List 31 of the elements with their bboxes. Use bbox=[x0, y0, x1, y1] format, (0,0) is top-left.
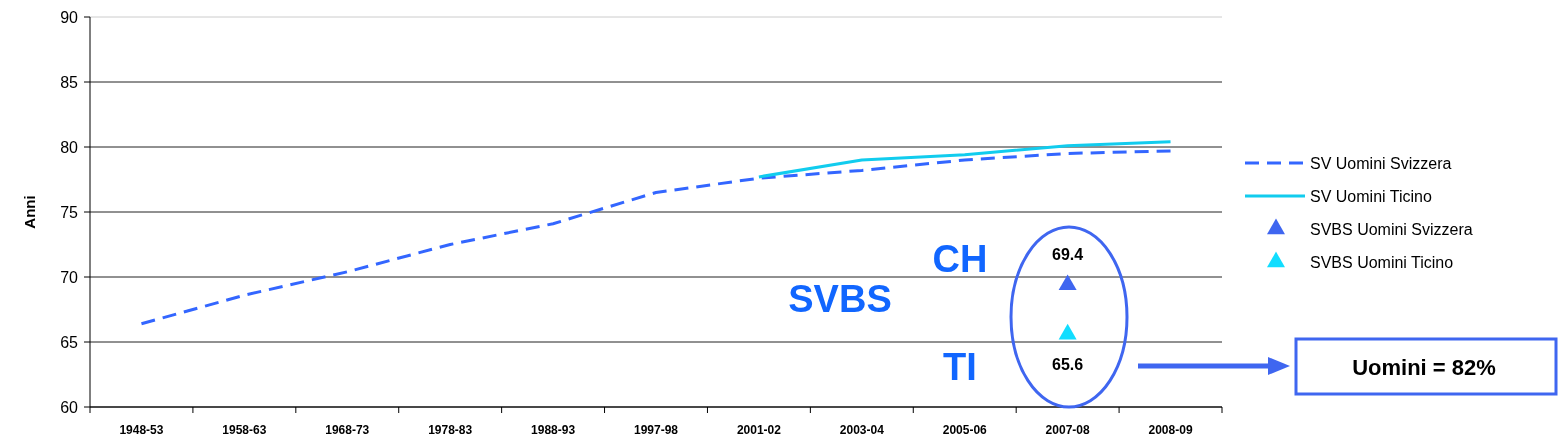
x-tick-label: 2001-02 bbox=[736, 423, 782, 437]
x-tick-label: 2007-08 bbox=[1045, 423, 1090, 437]
x-tick-label: 2005-06 bbox=[942, 423, 988, 437]
y-tick-label: 60 bbox=[60, 398, 79, 416]
line-series bbox=[139, 149, 1173, 326]
x-tick-label: 1988-93 bbox=[531, 423, 576, 437]
x-tick-label: 1978-83 bbox=[428, 423, 473, 437]
y-tick-label: 85 bbox=[60, 73, 79, 91]
legend-label: SVBS Uomini Ticino bbox=[1310, 253, 1454, 271]
y-tick-label: 65 bbox=[60, 333, 79, 351]
x-tick-label: 1997-98 bbox=[633, 423, 679, 437]
data-label: 65.6 bbox=[1052, 356, 1084, 374]
legend-label: SV Uomini Svizzera bbox=[1310, 154, 1452, 172]
annotation: SVBS bbox=[788, 278, 892, 320]
legend-label: SVBS Uomini Svizzera bbox=[1310, 220, 1473, 238]
text: Uomini = 82% bbox=[1352, 355, 1496, 380]
line-series bbox=[757, 140, 1173, 179]
annotation: TI bbox=[943, 346, 977, 388]
annotation: CH bbox=[932, 238, 988, 280]
y-tick-label: 75 bbox=[60, 203, 79, 221]
y-tick-label: 70 bbox=[60, 268, 79, 286]
legend-label: SV Uomini Ticino bbox=[1310, 187, 1432, 205]
y-tick-label: 80 bbox=[60, 138, 79, 156]
x-tick-label: 1968-73 bbox=[325, 423, 370, 437]
y-tick-label: 90 bbox=[60, 8, 79, 26]
x-tick-label: 2003-04 bbox=[839, 423, 885, 437]
data-label: 69.4 bbox=[1052, 245, 1084, 263]
y-axis-title: Anni bbox=[21, 195, 38, 229]
x-tick-label: 1948-53 bbox=[119, 423, 164, 437]
x-tick-label: 1958-63 bbox=[222, 423, 267, 437]
x-tick-label: 2008-09 bbox=[1148, 423, 1193, 437]
